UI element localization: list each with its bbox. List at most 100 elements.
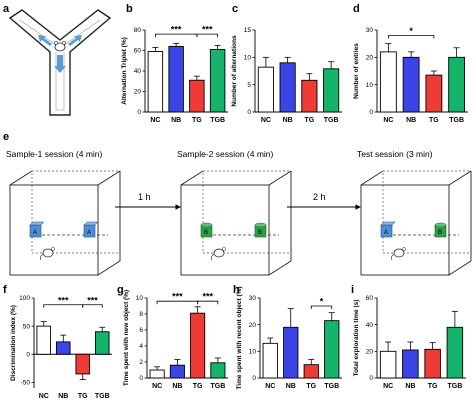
y-axis-label: Number of alternations: [231, 35, 238, 107]
x-tick-label: NC: [383, 383, 393, 390]
x-tick-label: TG: [428, 383, 438, 390]
arena-front-face: [180, 184, 270, 276]
y-tick-label: 15: [244, 27, 252, 34]
significance-bracket: [197, 300, 219, 305]
y-axis-label: Alternation Triplet (%): [121, 37, 128, 105]
y-tick-label: 6: [139, 327, 143, 334]
x-tick-label: NB: [171, 117, 181, 124]
x-tick-label: TGB: [210, 117, 225, 124]
significance-label: ***: [202, 25, 213, 35]
y-tick-label: 0: [369, 375, 373, 382]
y-axis-label: Total exploration time (s): [353, 300, 360, 377]
mouse-body: [393, 248, 405, 258]
x-tick-label: TGB: [210, 383, 225, 390]
y-axis-label: Discrimination index (%): [10, 305, 17, 381]
chart-c: 0 5 10 15 Number of alternations NC NB TG TGB: [231, 27, 342, 124]
y-tick-label: 4: [139, 343, 143, 350]
y-maze-diagram: [8, 9, 112, 116]
y-tick-label: 0: [139, 375, 143, 382]
arena-back-face: [31, 170, 121, 254]
chart-g: 0 2 4 6 8 10 Time spent with new object (%) NC N…: [123, 290, 228, 390]
y-tick-label: -50: [21, 380, 31, 387]
object-label: A: [33, 230, 37, 236]
bar-NB: [169, 364, 185, 379]
y-tick-label: 2: [139, 359, 143, 366]
mouse-icon: [391, 247, 406, 261]
bar-NB: [279, 62, 296, 113]
x-tick-label: TG: [306, 383, 316, 390]
bar-NB: [402, 349, 419, 379]
bar-NC: [257, 66, 274, 113]
x-tick-label: NB: [283, 117, 293, 124]
arena-back-face: [202, 170, 292, 254]
arena-edge: [360, 170, 384, 186]
x-tick-label: TGB: [324, 117, 339, 124]
direction-arrows: [38, 35, 82, 73]
sample2-title: Sample-2 session (4 min): [177, 149, 274, 159]
x-tick-label: NC: [265, 383, 275, 390]
bar-NC: [379, 51, 397, 113]
significance-bracket: [82, 304, 103, 308]
arena-front-face: [9, 184, 99, 276]
bar-TGB: [94, 331, 110, 355]
mouse-tail: [391, 253, 395, 261]
object-b-top: [434, 222, 447, 228]
y-tick-label: 40: [366, 322, 374, 329]
arena-back-face: [382, 170, 472, 254]
object-label: A: [384, 230, 388, 236]
arena-edge: [97, 260, 121, 276]
bar-TG: [301, 79, 318, 113]
bar-NB: [283, 326, 299, 379]
y-tick-label: 0: [252, 375, 256, 382]
bar-NC: [147, 51, 164, 113]
x-tick-label: NC: [261, 117, 271, 124]
arena-edge: [180, 170, 204, 186]
mouse-body: [213, 248, 225, 258]
object-label: B: [438, 230, 442, 236]
bar-TGB: [446, 326, 464, 379]
interval-2-label: 2 h: [313, 192, 326, 202]
y-axis-label: Time spent with recent object (%): [236, 286, 243, 389]
significance-label: ***: [171, 25, 182, 35]
bar-TG: [190, 312, 206, 379]
y-tick-label: 80: [134, 27, 142, 34]
y-tick-label: 40: [134, 68, 142, 75]
object-b-top: [200, 222, 213, 228]
y-tick-label: 20: [134, 89, 142, 96]
x-tick-label: TGB: [95, 393, 110, 400]
y-tick-label: 0: [137, 109, 141, 116]
object-label: B: [204, 230, 208, 236]
mouse-icon: [54, 41, 66, 52]
bar-TGB: [209, 49, 226, 113]
mouse-ear: [51, 247, 55, 251]
panel-label-d: d: [353, 3, 360, 15]
x-tick-label: NB: [58, 393, 68, 400]
mouse-tail: [211, 253, 215, 261]
y-tick-label: 10: [136, 295, 144, 302]
x-tick-label: TGB: [447, 383, 462, 390]
x-tick-label: NB: [172, 383, 182, 390]
object-label: B: [258, 230, 262, 236]
mouse-ear: [222, 247, 226, 251]
panel-label-h: h: [233, 284, 240, 296]
chart-h: 0 10 20 30 Time spent with recent object (%)…: [236, 286, 342, 390]
panel-label-i: i: [351, 284, 354, 296]
x-tick-label: TG: [429, 117, 439, 124]
y-tick-label: 5: [247, 82, 251, 89]
bar-TG: [424, 348, 441, 379]
bar-NC: [149, 369, 165, 379]
significance-bracket: [310, 305, 333, 309]
significance-label: ***: [202, 292, 213, 302]
y-tick-label: 10: [366, 82, 374, 89]
bar-TGB: [324, 320, 340, 379]
object-a-top: [83, 221, 99, 226]
y-tick-label: 60: [134, 48, 142, 55]
x-tick-label: TG: [78, 393, 88, 400]
interval-1-label: 1 h: [138, 192, 151, 202]
chart-b: 0 20 40 60 80 Alternation Triplet (%) NC NB TG TG…: [121, 25, 228, 124]
bar-TG: [425, 74, 443, 113]
significance-label: ***: [172, 292, 183, 302]
x-tick-label: NC: [152, 383, 162, 390]
sample1-title: Sample-1 session (4 min): [6, 149, 103, 159]
